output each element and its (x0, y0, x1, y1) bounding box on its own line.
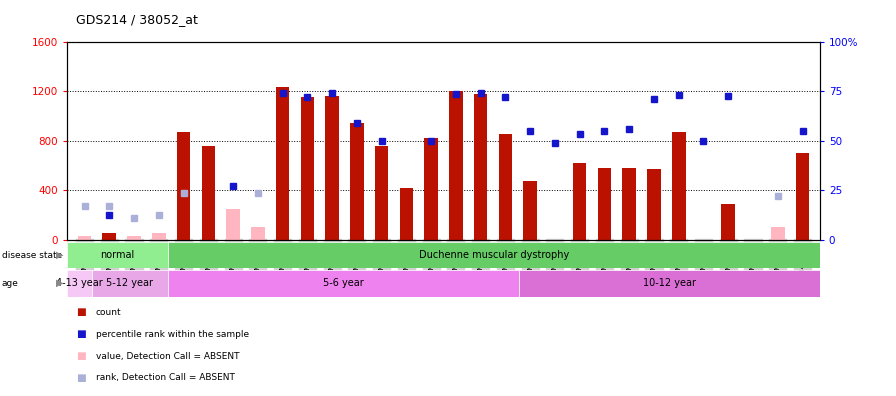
Bar (92, 270, 168, 297)
Bar (276, 88, 289, 240)
Bar (498, 134, 513, 240)
Text: 10-12 year: 10-12 year (642, 278, 696, 288)
Text: GDS214 / 38052_at: GDS214 / 38052_at (76, 13, 198, 26)
Bar (523, 181, 537, 240)
Text: age: age (2, 279, 19, 287)
Bar (78, 236, 91, 240)
Bar (519, 270, 820, 297)
Text: rank, Detection Call = ABSENT: rank, Detection Call = ABSENT (96, 373, 235, 382)
Bar (102, 233, 116, 240)
Text: percentile rank within the sample: percentile rank within the sample (96, 330, 249, 339)
Text: ▶: ▶ (56, 278, 63, 288)
Bar (202, 145, 215, 240)
Text: normal: normal (100, 250, 134, 260)
Bar (67, 270, 92, 297)
Text: 5-6 year: 5-6 year (323, 278, 364, 288)
Text: 4-13 year: 4-13 year (56, 278, 103, 288)
Bar (573, 163, 587, 240)
Text: disease state: disease state (2, 251, 62, 259)
Bar (623, 168, 636, 240)
Bar (350, 123, 364, 240)
Bar (647, 169, 660, 240)
Bar (325, 96, 339, 240)
Bar (721, 204, 735, 240)
Bar (127, 236, 141, 240)
Bar (598, 168, 611, 240)
Text: ■: ■ (76, 307, 86, 318)
Text: value, Detection Call = ABSENT: value, Detection Call = ABSENT (96, 352, 239, 360)
Bar (177, 132, 190, 240)
Bar (771, 227, 785, 240)
Bar (375, 145, 389, 240)
Bar (300, 97, 314, 240)
Text: 5-12 year: 5-12 year (107, 278, 153, 288)
Bar (152, 233, 166, 240)
Bar (672, 132, 685, 240)
Bar (227, 209, 240, 240)
Text: ▶: ▶ (56, 250, 63, 260)
Bar (796, 153, 809, 240)
Bar (168, 242, 820, 268)
Bar (449, 91, 462, 240)
Text: ■: ■ (76, 329, 86, 339)
Bar (400, 188, 413, 240)
Text: count: count (96, 308, 122, 317)
Bar (67, 242, 168, 268)
Bar (168, 270, 519, 297)
Bar (425, 138, 438, 240)
Text: ■: ■ (76, 373, 86, 383)
Bar (474, 94, 487, 240)
Text: Duchenne muscular dystrophy: Duchenne muscular dystrophy (418, 250, 569, 260)
Text: ■: ■ (76, 351, 86, 361)
Bar (251, 227, 264, 240)
